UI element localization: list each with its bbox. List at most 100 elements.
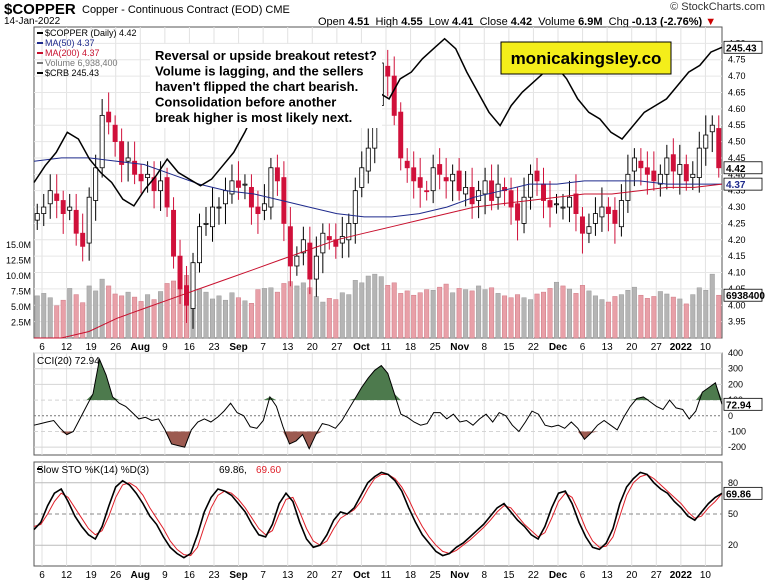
sto-title-d: 69.60 [256, 465, 281, 476]
low-label: Low [428, 16, 449, 28]
x-tick-label: 13 [602, 342, 614, 353]
candle-body [307, 242, 313, 280]
x-tick-label: 7 [260, 342, 266, 353]
candle-body [229, 180, 235, 195]
x-tick-label: 10 [700, 342, 712, 353]
ma-last-tag-box [723, 177, 763, 191]
volume-bar [86, 285, 92, 339]
volume-bar [560, 285, 566, 339]
candle-body [489, 180, 495, 201]
candle-body [106, 111, 112, 123]
legend-crb: $CRB 245.43 [45, 68, 99, 78]
candle-body [612, 209, 618, 224]
cci-last-tag: 72.94 [726, 400, 751, 411]
candle-body [145, 173, 151, 178]
volume-bar [566, 288, 572, 339]
volume-bar [222, 299, 228, 339]
volume-bar [456, 288, 462, 339]
candle-body [177, 255, 183, 290]
x-tick-label: 15 [503, 570, 515, 581]
price-y-tick: 4.40 [728, 169, 746, 179]
volume-bar [372, 273, 378, 339]
volume-bar [696, 287, 702, 339]
candle-body [683, 164, 689, 182]
volume-y-tick: 10.0M [6, 271, 31, 281]
x-tick-label: 9 [162, 570, 168, 581]
candle-body [385, 65, 391, 77]
x-tick-label: Oct [353, 570, 370, 581]
ma50-line [33, 157, 722, 218]
sto-last-tag: 69.86 [726, 489, 751, 500]
candle-body [73, 209, 79, 234]
x-tick-label: 18 [405, 570, 417, 581]
candle-body [690, 173, 696, 178]
volume-bar [547, 288, 553, 339]
high-value: 4.55 [401, 16, 423, 28]
volume-y-tick: 2.5M [11, 318, 31, 328]
x-tick-label: 7 [260, 570, 266, 581]
x-tick-label: Nov [450, 342, 469, 353]
sto-y-tick: 20 [728, 540, 738, 550]
volume-bar [482, 289, 488, 339]
price-y-tick: 4.00 [728, 300, 746, 310]
candle-body [651, 170, 657, 182]
volume-bar [716, 294, 722, 339]
candle-body [47, 190, 53, 205]
x-tick-label: 6 [580, 570, 586, 581]
x-tick-label: 27 [651, 570, 663, 581]
volume-bar [579, 285, 585, 339]
volume-y-tick: 15.0M [6, 240, 31, 250]
volume-bar [138, 301, 144, 339]
candle-body [93, 167, 99, 201]
cci-title: CCI(20) 72.94 [37, 356, 100, 367]
volume-bar [216, 295, 222, 339]
volume-bar [443, 283, 449, 339]
candle-body [417, 177, 423, 188]
volume-bar [132, 296, 138, 339]
x-tick-label: 18 [405, 342, 417, 353]
volume-bar [638, 294, 644, 339]
x-tick-label: 26 [110, 570, 122, 581]
candle-body [463, 187, 469, 195]
candle-body [631, 157, 637, 172]
volume-bar [242, 300, 248, 339]
candle-body [495, 183, 501, 198]
cci-y-tick: -100 [728, 426, 746, 436]
volume-bar [274, 291, 280, 339]
x-tick-label: 11 [381, 342, 392, 353]
volume-bar [631, 286, 637, 339]
volume-bar [534, 293, 540, 339]
candle-body [60, 200, 66, 215]
volume-bar [508, 297, 514, 339]
candle-body [132, 160, 138, 175]
volume-bar [378, 276, 384, 339]
x-tick-label: 9 [162, 342, 168, 353]
volume-bar [612, 296, 618, 339]
candle-body [171, 209, 177, 257]
volume-bar [385, 285, 391, 339]
candle-body [112, 124, 118, 142]
candle-body [54, 193, 60, 201]
cci-last-tag-box [723, 397, 763, 411]
candle-body [554, 203, 559, 206]
x-tick-label: 11 [381, 570, 392, 581]
watermark-box [500, 41, 672, 75]
volume-bar [34, 295, 40, 339]
stockcharts-brand[interactable]: © StockCharts.com [670, 1, 765, 13]
x-tick-label: 16 [184, 570, 196, 581]
volume-bar [424, 289, 430, 339]
candle-body [138, 173, 144, 182]
volume-bar [359, 282, 365, 339]
x-tick-label: 12 [61, 342, 73, 353]
legend-ma200: MA(200) 4.37 [45, 48, 100, 58]
x-tick-label: 16 [184, 342, 196, 353]
quote-summary: Open 4.51 High 4.55 Low 4.41 Close 4.42 … [318, 16, 716, 28]
candle-body [184, 285, 190, 306]
candle-body [210, 206, 215, 228]
candle-body [197, 226, 202, 264]
x-tick-label: 23 [208, 570, 220, 581]
candle-body [398, 111, 404, 159]
price-y-tick: 4.35 [728, 186, 746, 196]
price-y-tick: 4.65 [728, 87, 746, 97]
candle-body [164, 177, 170, 208]
